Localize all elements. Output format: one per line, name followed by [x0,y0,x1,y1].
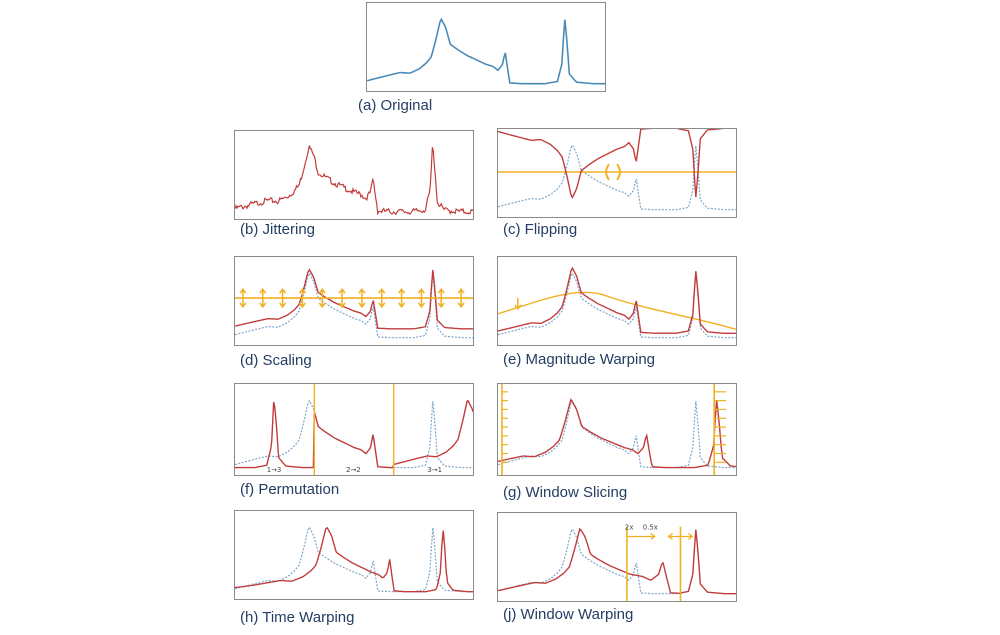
caption-jittering: (b) Jittering [240,221,316,238]
scale-arrow-icon [298,288,307,309]
scale-arrow-icon [239,288,247,309]
stretch-label: 2x [625,524,634,532]
panel-window-warping: 2x 0.5x [497,512,737,602]
warp-knot-arrow-icon [514,298,522,311]
panel-jittering [234,130,474,220]
plot-window-slicing [498,384,736,475]
sliced-series [498,397,736,469]
caption-magnitude-warping: (e) Magnitude Warping [503,351,656,368]
reference-series [498,399,736,469]
reference-series [235,399,473,469]
scale-arrow-icon [358,288,366,309]
plot-scaling [235,268,473,339]
slice-ticks-group [501,391,727,463]
jittered-series [235,145,473,216]
squeeze-label: 0.5x [643,524,658,532]
panel-window-slicing [497,383,737,476]
flip-arrow-right-icon [616,163,621,181]
segment-label-2: 2→2 [346,466,361,474]
plot-jittering [235,145,473,216]
reference-series [235,526,473,593]
scale-arrow-icon [318,288,326,309]
panel-flipping [497,128,737,218]
time-warped-series [235,526,473,593]
caption-window-slicing: (g) Window Slicing [503,484,628,501]
permuted-series [235,399,473,469]
reference-series [498,144,736,211]
plot-window-warping: 2x 0.5x [498,524,736,601]
caption-original: (a) Original [358,97,433,114]
segment-label-1: 1→3 [267,466,282,474]
warp-curve [498,291,736,331]
caption-window-warping: (j) Window Warping [503,606,634,623]
flip-arrow-left-icon [605,163,610,181]
caption-scaling: (d) Scaling [240,352,312,369]
magnitude-warped-series [498,266,736,335]
plot-flipping [498,129,736,211]
window-warped-series [498,527,736,595]
flipped-series [498,129,736,200]
caption-permutation: (f) Permutation [240,481,340,498]
panel-scaling [234,256,474,346]
plot-time-warping [235,526,473,593]
original-series [367,17,605,85]
plot-original [367,17,605,85]
scale-arrow-icon [417,288,426,309]
plot-permutation: 1→3 2→2 3→1 [235,384,473,475]
scale-arrow-icon [259,288,267,309]
caption-flipping: (c) Flipping [503,221,578,238]
panel-magnitude-warping [497,256,737,346]
panel-original [366,2,606,92]
squeeze-arrow-icon [667,533,694,540]
plot-magnitude-warping [498,266,736,339]
scale-arrow-icon [378,288,386,309]
reference-series [498,272,736,339]
scale-arrow-icon [279,288,287,309]
segment-label-3: 3→1 [427,466,442,474]
scale-arrow-icon [338,288,346,309]
scaled-series [235,268,473,330]
panel-time-warping [234,510,474,600]
panel-permutation: 1→3 2→2 3→1 [234,383,474,476]
scale-arrow-icon [457,288,465,309]
scale-arrow-icon [437,288,445,309]
caption-time-warping: (h) Time Warping [240,609,355,626]
scale-arrow-icon [398,288,406,309]
reference-series [235,272,473,339]
stretch-arrow-icon [626,533,656,540]
scale-arrows-group [239,288,465,309]
